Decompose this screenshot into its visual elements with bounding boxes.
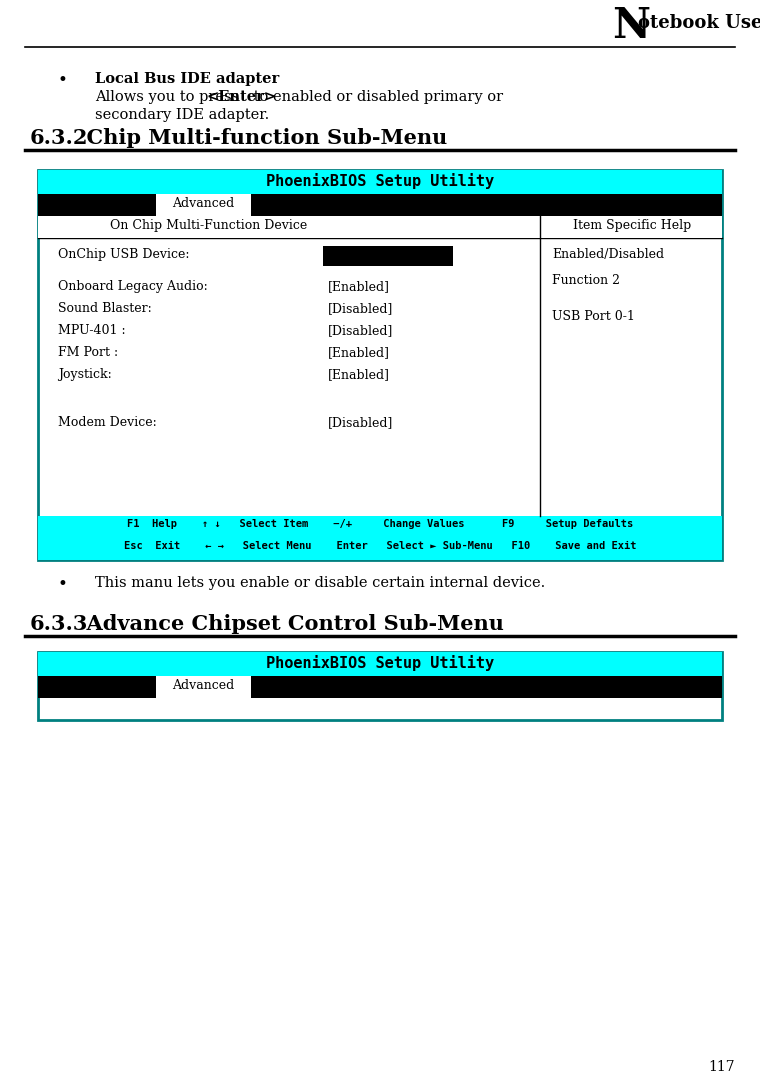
- Text: 6.3.2: 6.3.2: [30, 128, 88, 148]
- Text: Esc  Exit    ← →   Select Menu    Enter   Select ► Sub-Menu   F10    Save and Ex: Esc Exit ← → Select Menu Enter Select ► …: [124, 541, 636, 551]
- Bar: [38, 170, 722, 560]
- Text: [Enabled]: [Enabled]: [328, 279, 390, 293]
- Text: Item Specific Help: Item Specific Help: [573, 219, 692, 232]
- Bar: [38, 652, 722, 720]
- Text: Local Bus IDE adapter: Local Bus IDE adapter: [95, 72, 279, 86]
- Text: [Disabled]: [Disabled]: [328, 302, 394, 315]
- Text: secondary IDE adapter.: secondary IDE adapter.: [95, 108, 269, 122]
- Bar: [38, 516, 722, 538]
- Text: N: N: [612, 5, 650, 47]
- Bar: [38, 194, 722, 216]
- Text: Advanced: Advanced: [173, 679, 235, 692]
- Text: Function 2: Function 2: [552, 274, 620, 287]
- Text: Advanced: Advanced: [173, 197, 235, 210]
- Bar: [38, 538, 722, 560]
- Bar: [156, 677, 251, 698]
- Text: •: •: [58, 72, 68, 88]
- Text: PhoenixBIOS Setup Utility: PhoenixBIOS Setup Utility: [266, 173, 494, 189]
- Bar: [323, 246, 453, 267]
- Bar: [38, 216, 722, 238]
- Text: 6.3.3: 6.3.3: [30, 614, 88, 634]
- Text: FM Port :: FM Port :: [58, 346, 118, 359]
- Text: Advance Chipset Control Sub-Menu: Advance Chipset Control Sub-Menu: [72, 614, 504, 634]
- Text: [Disabled]: [Disabled]: [328, 416, 394, 429]
- Text: <Enter>: <Enter>: [207, 90, 277, 104]
- Text: This manu lets you enable or disable certain internal device.: This manu lets you enable or disable cer…: [95, 576, 545, 590]
- Bar: [38, 170, 722, 194]
- Text: otebook User Guide: otebook User Guide: [638, 14, 760, 32]
- Text: Onboard Legacy Audio:: Onboard Legacy Audio:: [58, 279, 207, 293]
- Text: [Disabled]: [Disabled]: [328, 324, 394, 337]
- Text: to enabled or disabled primary or: to enabled or disabled primary or: [249, 90, 503, 104]
- Text: OnChip USB Device:: OnChip USB Device:: [58, 248, 189, 261]
- Text: Allows you to press: Allows you to press: [95, 90, 244, 104]
- Text: 117: 117: [708, 1060, 735, 1074]
- Text: Enabled/Disabled: Enabled/Disabled: [552, 248, 664, 261]
- Bar: [38, 652, 722, 677]
- Text: Sound Blaster:: Sound Blaster:: [58, 302, 152, 315]
- Text: F1  Help    ↑ ↓   Select Item    −/+     Change Values      F9     Setup Default: F1 Help ↑ ↓ Select Item −/+ Change Value…: [127, 519, 633, 529]
- Text: Chip Multi-function Sub-Menu: Chip Multi-function Sub-Menu: [72, 128, 447, 148]
- Text: [Enabled]: [Enabled]: [328, 346, 390, 359]
- Text: On Chip Multi-Function Device: On Chip Multi-Function Device: [110, 219, 308, 232]
- Text: [Enabled]: [Enabled]: [328, 368, 390, 381]
- Text: USB Port 0-1: USB Port 0-1: [552, 310, 635, 323]
- Text: •: •: [58, 576, 68, 593]
- Text: PhoenixBIOS Setup Utility: PhoenixBIOS Setup Utility: [266, 655, 494, 671]
- Bar: [156, 194, 251, 216]
- Text: Joystick:: Joystick:: [58, 368, 112, 381]
- Bar: [38, 677, 722, 698]
- Text: MPU-401 :: MPU-401 :: [58, 324, 125, 337]
- Text: Modem Device:: Modem Device:: [58, 416, 157, 429]
